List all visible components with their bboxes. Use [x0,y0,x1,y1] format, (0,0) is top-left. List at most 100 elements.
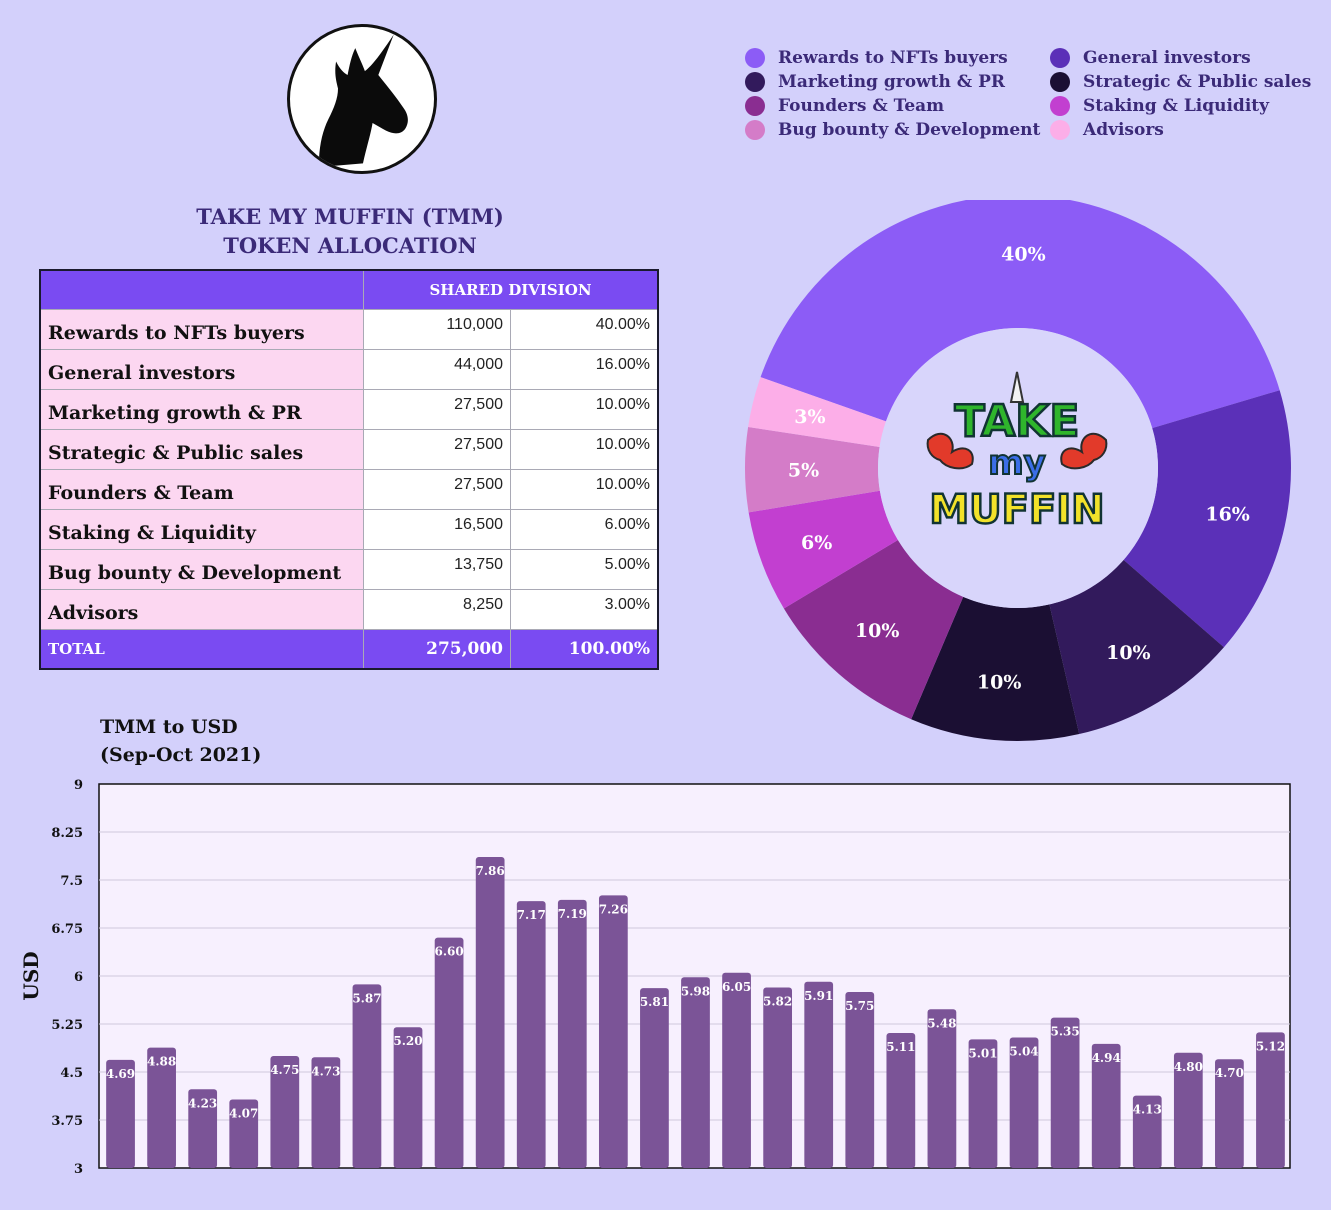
legend-item-advisors: Advisors [1050,120,1164,140]
slice-label: 6% [801,532,832,554]
legend-swatch [1050,120,1070,140]
bar [1173,1052,1203,1168]
table-row: Bug bounty & Development 13,750 5.00% [39,549,659,590]
header-shared-division: SHARED DIVISION [363,269,659,310]
bar-value-label: 4.23 [188,1096,217,1110]
bar-value-label: 5.01 [968,1046,997,1060]
bar [188,1089,218,1168]
table-row: Rewards to NFTs buyers 110,000 40.00% [39,309,659,350]
bar [475,856,505,1168]
row-amount: 27,500 [363,469,511,510]
bar-value-label: 7.17 [517,908,546,922]
slice-label: 10% [977,672,1022,694]
legend-swatch [1050,48,1070,68]
legend-label: Strategic & Public sales [1083,72,1312,92]
bar-value-label: 5.98 [681,984,710,998]
row-percent: 5.00% [510,549,659,590]
unicorn-icon [318,34,408,168]
bar [968,1039,998,1168]
bar-chart-title-line-2: (Sep-Oct 2021) [100,744,262,766]
legend-label: Founders & Team [778,96,945,116]
legend-swatch [1050,72,1070,92]
legend-label: Marketing growth & PR [778,72,1005,92]
bar-value-label: 5.20 [393,1034,422,1048]
y-tick-label: 3.75 [51,1114,83,1129]
bar-value-label: 4.73 [311,1064,340,1078]
allocation-title: TAKE MY MUFFIN (TMM) TOKEN ALLOCATION [150,202,550,260]
bar-value-label: 4.75 [270,1063,299,1077]
y-tick-label: 8.25 [51,826,83,841]
bar [927,1009,957,1168]
logo-my-text: my [988,443,1046,483]
slice-founders-and-team [783,540,964,720]
row-percent: 10.00% [510,429,659,470]
allocation-table: SHARED DIVISION Rewards to NFTs buyers 11… [39,269,659,670]
y-tick-label: 3 [74,1162,83,1177]
slice-label: 3% [794,406,825,428]
bar-value-label: 5.12 [1256,1039,1285,1053]
bar-chart-title-line-1: TMM to USD [100,716,238,738]
legend-swatch [745,96,765,116]
bar [1215,1059,1244,1168]
bar [845,992,875,1168]
header-blank-cell [39,269,364,310]
bar [1091,1043,1121,1168]
bar [434,937,464,1168]
row-label: Strategic & Public sales [39,429,364,470]
bar-value-label: 5.04 [1009,1044,1038,1058]
bar-value-label: 5.48 [927,1016,956,1030]
bar [1009,1037,1039,1168]
bar-value-label: 4.70 [1215,1066,1244,1080]
y-tick-label: 6 [74,970,83,985]
slice-label: 5% [788,459,819,481]
flame-left-icon [926,432,974,470]
bar-value-label: 5.35 [1051,1025,1080,1039]
take-my-muffin-logo: TAKE my MUFFIN [926,371,1108,534]
bar-value-label: 5.75 [845,999,874,1013]
bar [804,981,834,1168]
row-label: Founders & Team [39,469,364,510]
logo-spire-icon [1009,371,1025,403]
bar-value-label: 5.11 [886,1040,915,1054]
bar-value-label: 4.94 [1092,1051,1121,1065]
legend-label: Advisors [1083,120,1164,140]
bar-value-label: 5.91 [804,989,833,1003]
legend-item-marketing-growth-and-pr: Marketing growth & PR [745,72,1005,92]
bar-value-label: 5.82 [763,995,792,1009]
legend-item-strategic-and-public-sales: Strategic & Public sales [1050,72,1311,92]
row-percent: 16.00% [510,349,659,390]
bar [886,1032,916,1168]
legend-swatch [745,72,765,92]
bar [270,1056,300,1168]
row-percent: 10.00% [510,389,659,430]
bar-value-label: 4.80 [1174,1060,1203,1074]
donut-hole [878,328,1158,608]
unicorn-logo [287,24,437,174]
allocation-donut-chart: 40% 16% 10% 10% 10% 6% 5% 3% [745,200,1291,741]
total-percent: 100.00% [510,629,659,670]
row-amount: 16,500 [363,509,511,550]
slice-label: 16% [1205,503,1250,525]
legend-item-bug-bounty-and-development: Bug bounty & Development [745,120,1040,140]
row-amount: 27,500 [363,389,511,430]
slice-label: 10% [1106,642,1151,664]
title-line-1: TAKE MY MUFFIN (TMM) [196,204,504,229]
slice-staking-and-liquidity [748,490,898,609]
bar [640,988,669,1168]
bar-value-label: 7.86 [476,864,505,878]
row-label: General investors [39,349,364,390]
table-total-row: TOTAL 275,000 100.00% [39,629,659,670]
row-percent: 10.00% [510,469,659,510]
legend-label: Rewards to NFTs buyers [778,48,1008,68]
flame-right-icon [1060,432,1108,470]
legend-item-rewards-to-nfts-buyers: Rewards to NFTs buyers [745,48,1008,68]
table-row: Marketing growth & PR 27,500 10.00% [39,389,659,430]
logo-take-text: TAKE [955,396,1080,447]
table-row: Advisors 8,250 3.00% [39,589,659,630]
slice-label: 10% [855,620,900,642]
bar-value-label: 4.88 [147,1055,176,1069]
bar-value-label: 5.87 [352,991,381,1005]
table-row: Staking & Liquidity 16,500 6.00% [39,509,659,550]
bar [229,1099,259,1168]
row-amount: 13,750 [363,549,511,590]
